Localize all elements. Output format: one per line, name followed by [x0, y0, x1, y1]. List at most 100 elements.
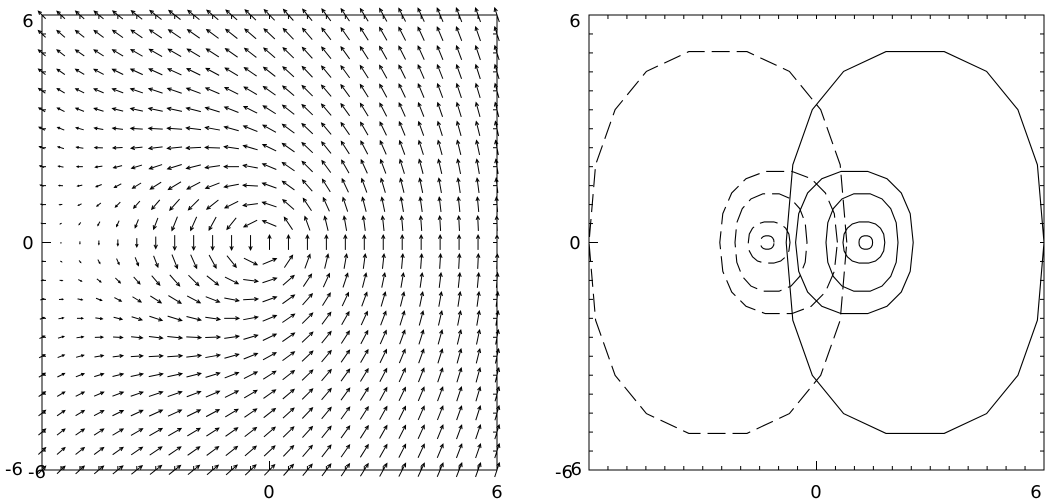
vector-arrow	[436, 139, 443, 155]
vector-arrow	[437, 329, 444, 345]
vector-arrow	[148, 372, 164, 378]
vector-arrow	[148, 353, 164, 359]
vector-arrow	[167, 181, 182, 191]
vector-arrow	[379, 443, 388, 458]
vector-arrow	[166, 68, 182, 76]
vector-arrow	[360, 367, 369, 382]
vector-arrow	[223, 164, 239, 169]
vector-arrow	[166, 87, 182, 94]
vector-arrow	[243, 47, 257, 58]
vector-arrow	[112, 372, 125, 378]
vector-arrow	[267, 233, 272, 250]
vector-arrow	[475, 347, 482, 364]
vector-arrow	[224, 297, 240, 303]
vector-arrow	[243, 296, 260, 302]
vector-arrow	[243, 315, 259, 321]
vector-arrow	[418, 215, 424, 231]
vector-arrow	[303, 215, 311, 231]
vector-arrow	[456, 215, 462, 231]
vector-arrow	[476, 252, 481, 269]
vector-arrow	[167, 409, 183, 417]
vector-arrow	[262, 257, 278, 265]
vector-arrow	[281, 85, 295, 96]
vector-arrow	[223, 183, 239, 189]
vector-arrow	[224, 276, 240, 285]
vector-arrow	[305, 233, 310, 250]
vector-arrow	[380, 177, 386, 193]
arrow-field	[37, 6, 501, 478]
vector-arrow	[243, 334, 259, 340]
vector-arrow	[398, 158, 405, 174]
contour-negative	[747, 221, 791, 264]
vector-arrow	[111, 87, 124, 94]
vector-arrow	[94, 184, 102, 188]
vector-arrow	[475, 404, 482, 421]
vector-arrow	[148, 68, 163, 76]
vector-arrow	[398, 405, 407, 420]
vector-arrow	[225, 445, 239, 457]
vector-arrow	[186, 372, 202, 378]
vector-arrow	[359, 83, 369, 98]
vector-arrow	[205, 334, 222, 340]
vector-arrow	[204, 165, 221, 170]
vector-arrow	[208, 216, 217, 232]
vector-arrow	[93, 409, 105, 417]
vector-arrow	[379, 26, 388, 41]
vector-arrow	[380, 215, 386, 231]
vector-arrow	[281, 142, 295, 153]
vector-arrow	[205, 371, 221, 378]
vector-arrow	[320, 65, 332, 78]
vector-arrow	[114, 297, 123, 302]
vector-arrow	[340, 26, 350, 41]
axis-ticks-right	[588, 14, 1045, 471]
vector-arrow	[340, 425, 351, 439]
vector-arrow	[205, 353, 222, 359]
vector-arrow	[186, 295, 202, 304]
vector-arrow	[398, 386, 406, 402]
vector-arrow	[323, 215, 329, 231]
vector-arrow	[129, 107, 143, 112]
vector-arrow	[75, 126, 84, 131]
vector-arrow	[379, 329, 387, 345]
vector-arrow	[359, 26, 369, 41]
vector-arrow	[112, 446, 124, 456]
vector-arrow	[111, 49, 124, 57]
vector-arrow	[242, 125, 258, 132]
vector-arrow	[457, 290, 462, 307]
vector-arrow	[436, 45, 444, 60]
vector-arrow	[361, 272, 368, 288]
vector-arrow	[455, 63, 463, 80]
vector-arrow	[168, 427, 183, 437]
vector-arrow	[281, 123, 295, 134]
vector-arrow	[130, 372, 145, 378]
vector-arrow	[418, 329, 425, 345]
vector-arrow	[379, 386, 388, 401]
vector-arrow	[262, 314, 278, 322]
vector-arrow	[359, 405, 369, 420]
vector-arrow	[437, 177, 442, 193]
vector-arrow	[321, 444, 332, 458]
contour-positive	[785, 51, 1045, 434]
vector-arrow	[456, 233, 462, 250]
vector-arrow	[474, 63, 481, 80]
vector-arrow	[166, 126, 183, 131]
vector-arrow	[93, 126, 104, 131]
vector-arrow	[185, 145, 202, 151]
vector-arrow	[188, 274, 200, 287]
vector-arrow	[78, 279, 83, 282]
vector-arrow	[340, 330, 350, 344]
vector-arrow	[418, 177, 424, 193]
vector-arrow	[418, 158, 424, 174]
vector-arrow	[223, 106, 239, 113]
vector-arrow	[282, 274, 295, 286]
vector-arrow	[399, 177, 405, 193]
vector-arrow	[148, 335, 164, 340]
vector-arrow	[283, 254, 294, 268]
vector-arrow	[78, 222, 82, 226]
vector-arrow	[76, 316, 85, 320]
vector-arrow	[75, 446, 86, 455]
vector-arrow	[282, 27, 294, 40]
vector-arrow	[340, 406, 351, 420]
vector-arrow	[147, 145, 163, 151]
